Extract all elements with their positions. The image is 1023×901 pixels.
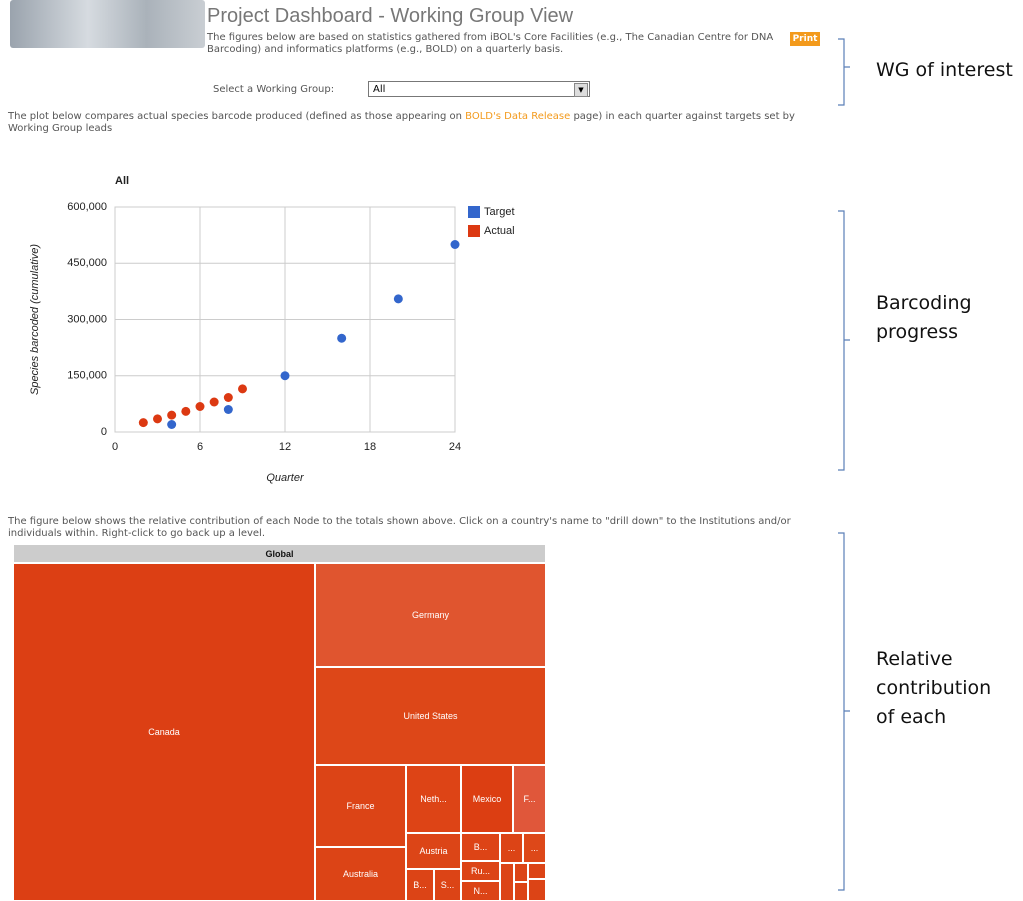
y-axis-title: Species barcoded (cumulative): [29, 244, 41, 395]
treemap-intro: The figure below shows the relative cont…: [8, 516, 833, 540]
legend-label: Target: [484, 206, 515, 218]
page: Project Dashboard - Working Group View T…: [0, 0, 1023, 901]
x-tick-label: 0: [112, 441, 118, 453]
treemap-node[interactable]: B...: [461, 833, 500, 861]
data-point: [153, 414, 162, 423]
treemap-node[interactable]: Austria: [406, 833, 461, 869]
data-point: [167, 420, 176, 429]
treemap-node[interactable]: France: [315, 765, 406, 847]
treemap-node[interactable]: Canada: [13, 563, 315, 901]
x-tick-label: 6: [197, 441, 203, 453]
chart: All 0 150,000 300,000 450,000 600,000 0 6 12 18 24…: [0, 160, 560, 490]
treemap-node[interactable]: ...: [523, 833, 546, 863]
data-point: [181, 407, 190, 416]
legend-swatch: [468, 206, 480, 218]
selector-label: Select a Working Group:: [213, 84, 334, 96]
y-tick-label: 600,000: [67, 201, 107, 213]
annotation: Relative contribution of each: [876, 645, 1006, 732]
treemap-node[interactable]: Ru...: [461, 861, 500, 881]
treemap-node[interactable]: [528, 863, 546, 879]
bracket: [838, 533, 850, 890]
chart-title: All: [115, 175, 129, 187]
treemap-node[interactable]: F...: [513, 765, 546, 833]
brackets: [830, 30, 860, 900]
treemap-node[interactable]: S...: [434, 869, 461, 901]
bracket: [838, 39, 850, 105]
x-axis-title: Quarter: [266, 472, 305, 484]
header-image: [10, 0, 205, 48]
treemap-node[interactable]: Mexico: [461, 765, 513, 833]
treemap-node[interactable]: Neth...: [406, 765, 461, 833]
treemap-node[interactable]: N...: [461, 881, 500, 901]
treemap-header[interactable]: Global: [13, 544, 546, 563]
plot-intro-text: The plot below compares actual species b…: [8, 111, 465, 122]
annotation: Barcoding progress: [876, 289, 986, 347]
dropdown-arrow: ▼: [574, 83, 588, 97]
y-tick-label: 450,000: [67, 257, 107, 269]
data-point: [281, 371, 290, 380]
data-point: [394, 294, 403, 303]
data-point: [224, 393, 233, 402]
bracket: [838, 211, 850, 470]
y-tick-label: 150,000: [67, 370, 107, 382]
selector[interactable]: All ▼: [368, 81, 590, 97]
description: The figures below are based on statistic…: [207, 32, 777, 56]
treemap-node[interactable]: [514, 882, 528, 901]
y-tick-label: 0: [101, 426, 107, 438]
data-point: [210, 398, 219, 407]
data-point: [337, 334, 346, 343]
data-point: [451, 240, 460, 249]
x-tick-label: 12: [279, 441, 291, 453]
x-tick-label: 18: [364, 441, 376, 453]
legend-label: Actual: [484, 225, 515, 237]
treemap-node[interactable]: Australia: [315, 847, 406, 901]
data-point: [224, 405, 233, 414]
print-button[interactable]: Print: [790, 32, 820, 46]
data-point: [167, 411, 176, 420]
plot-intro: The plot below compares actual species b…: [8, 111, 808, 135]
treemap-node[interactable]: [528, 879, 546, 901]
data-point: [238, 384, 247, 393]
selector-value: All: [373, 84, 385, 95]
data-point: [196, 402, 205, 411]
x-tick-label: 24: [449, 441, 461, 453]
page-title: Project Dashboard - Working Group View: [207, 5, 573, 28]
treemap-node[interactable]: [500, 863, 514, 901]
treemap-node[interactable]: [514, 863, 528, 882]
annotation: WG of interest: [876, 56, 1013, 85]
treemap-node[interactable]: ...: [500, 833, 523, 863]
data-point: [139, 418, 148, 427]
y-tick-label: 300,000: [67, 313, 107, 325]
legend-swatch: [468, 225, 480, 237]
bold-link[interactable]: BOLD's Data Release: [465, 111, 570, 122]
treemap-node[interactable]: Germany: [315, 563, 546, 667]
treemap-node[interactable]: United States: [315, 667, 546, 765]
treemap-node[interactable]: B...: [406, 869, 434, 901]
